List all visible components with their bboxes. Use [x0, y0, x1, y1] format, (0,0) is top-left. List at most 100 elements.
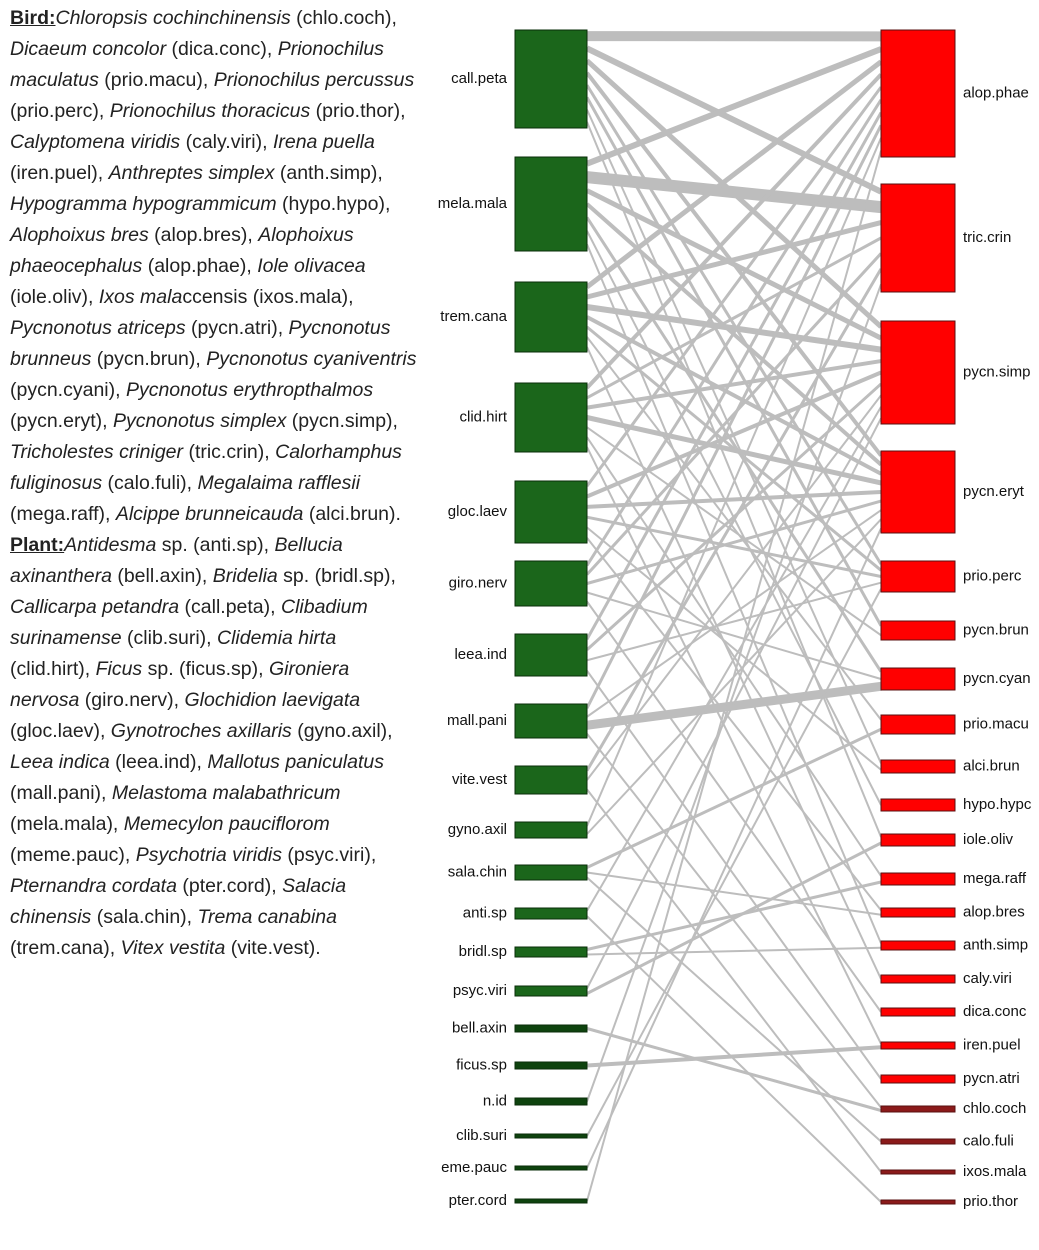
edge	[586, 220, 882, 300]
bird-label: pycn.simp	[963, 363, 1031, 380]
species-code: (vite.vest).	[225, 937, 321, 959]
edge	[586, 150, 882, 1202]
species-code: (prio.macu),	[98, 69, 214, 91]
plant-node	[514, 864, 588, 881]
species-name: Leea indica	[10, 751, 110, 773]
species-code: (pycn.cyani),	[10, 348, 422, 401]
bird-node	[880, 29, 956, 158]
species-code: (iren.puel),	[10, 131, 381, 184]
species-name: Alophoixus phaeocephalus	[10, 224, 360, 277]
species-name: Irena puella	[272, 131, 375, 153]
plant-node	[514, 633, 588, 677]
bird-node	[880, 1074, 956, 1084]
plant-label: pter.cord	[449, 1192, 507, 1209]
species-name: Iole olivacea	[257, 255, 366, 277]
species-name: Hypogramma hypogrammicum	[10, 193, 277, 215]
species-name: Antidesma	[64, 534, 157, 556]
bird-label: dica.conc	[963, 1003, 1027, 1020]
bird-label: iren.puel	[963, 1036, 1021, 1053]
species-code: sp. (anti.sp),	[156, 534, 275, 556]
bird-label: ixos.mala	[963, 1163, 1027, 1180]
species-name: Clidemia hirta	[216, 627, 337, 649]
edge	[586, 537, 882, 911]
plant-node	[514, 281, 588, 353]
edge	[586, 528, 882, 1169]
plant-label: bell.axin	[452, 1019, 507, 1036]
species-code: (trem.cana),	[10, 906, 343, 959]
species-name: Alophoixus bres	[10, 224, 149, 246]
plant-label: gloc.laev	[448, 503, 508, 520]
edge	[585, 86, 883, 488]
species-code: (sala.chin),	[91, 906, 198, 928]
plant-node	[514, 1097, 588, 1106]
plant-label: mall.pani	[447, 712, 507, 729]
plant-node	[514, 946, 588, 958]
bird-label: chlo.coch	[963, 1100, 1026, 1117]
bird-node	[880, 974, 956, 984]
bird-label: alop.phae	[963, 84, 1029, 101]
species-name: Megalaima rafflesii	[197, 472, 361, 494]
plant-node	[514, 156, 588, 252]
bird-node	[880, 1169, 956, 1175]
species-name: Prionochilus thoracicus	[109, 100, 311, 122]
species-code: sp. (bridl.sp),	[277, 565, 402, 587]
edge	[586, 788, 882, 1173]
species-code: (mela.mala),	[10, 782, 346, 835]
bird-node	[880, 714, 956, 735]
edge	[586, 346, 882, 980]
edge	[586, 681, 882, 730]
edge	[586, 283, 882, 1102]
plant-label: bridl.sp	[459, 943, 507, 960]
species-name: Callicarpa petandra	[10, 596, 180, 618]
edge	[585, 46, 883, 167]
legend-heading: Plant:	[10, 534, 65, 556]
edge	[586, 841, 882, 995]
species-name: Tricholestes criniger	[10, 441, 184, 463]
edges	[585, 31, 883, 1203]
species-code: (prio.thor),	[310, 100, 411, 122]
bird-node	[880, 1041, 956, 1050]
species-code: sp. (ficus.sp),	[142, 658, 269, 680]
species-name: Pycnonotus simplex	[112, 410, 287, 432]
edge	[586, 915, 882, 1203]
plant-label: psyc.viri	[453, 982, 507, 999]
edge	[585, 99, 883, 567]
plant-label: vite.vest	[452, 771, 508, 788]
plant-list: Antidesma sp. (anti.sp), Bellucia axinan…	[10, 534, 401, 959]
edge	[586, 600, 882, 1013]
species-code: (mega.raff),	[10, 472, 366, 525]
bird-node	[880, 1105, 956, 1113]
edge	[586, 526, 882, 771]
plant-label: sala.chin	[448, 863, 507, 880]
edge	[586, 359, 882, 410]
plant-node	[514, 703, 588, 739]
plant-node	[514, 29, 588, 129]
species-code: (mall.pani),	[10, 751, 390, 804]
plant-label: eme.pauc	[441, 1159, 507, 1176]
species-code: (pycn.eryt),	[10, 379, 379, 432]
species-name: Prionochilus maculatus	[10, 38, 390, 91]
edge	[586, 727, 882, 869]
plant-label: n.id	[483, 1092, 507, 1109]
legend-heading: Bird:	[10, 7, 56, 29]
edge	[586, 243, 882, 944]
species-code: (gyno.axil),	[291, 720, 398, 742]
species-code: (tric.crin),	[183, 441, 276, 463]
species-name: Pycnonotus atriceps	[10, 317, 186, 339]
edge	[585, 45, 883, 195]
bird-label: hypo.hypc	[963, 796, 1032, 813]
plant-label: call.peta	[451, 70, 508, 87]
bird-node	[880, 1199, 956, 1205]
plant-node	[514, 765, 588, 795]
bird-label: alop.bres	[963, 903, 1025, 920]
bird-label: pycn.cyan	[963, 670, 1031, 687]
bird-label: tric.crin	[963, 229, 1011, 246]
species-name: Prionochilus percussus	[213, 69, 415, 91]
edge	[585, 124, 883, 709]
species-code: (alci.brun).	[303, 503, 401, 525]
edge	[585, 73, 883, 390]
species-name: Calorhamphus fuliginosus	[10, 441, 408, 494]
edge	[586, 490, 882, 509]
bird-node	[880, 907, 956, 918]
